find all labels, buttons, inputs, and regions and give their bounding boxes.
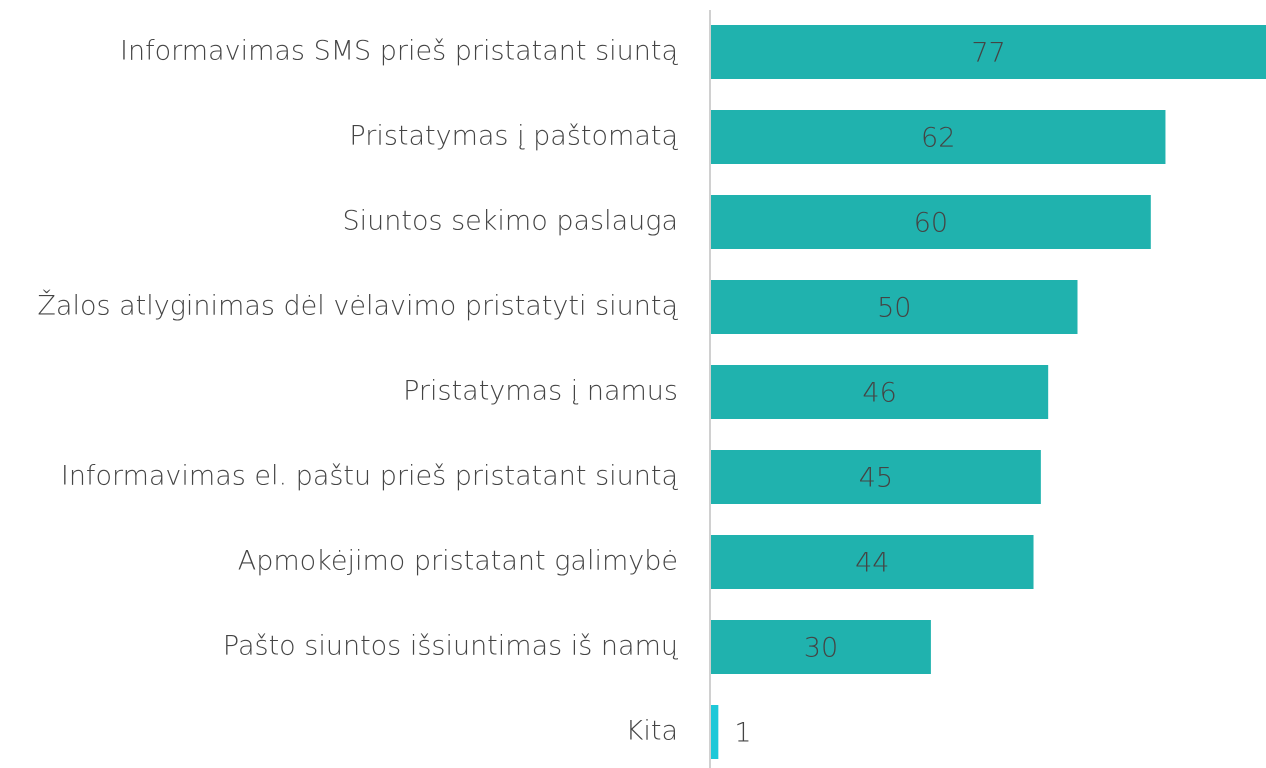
value-label: 30 — [804, 633, 838, 664]
bar — [711, 365, 1049, 419]
bar — [711, 280, 1078, 334]
value-label: 1 — [734, 718, 751, 749]
bar — [711, 110, 1166, 164]
category-label: Pristatymas į namus — [403, 376, 678, 407]
category-label: Siuntos sekimo paslauga — [343, 206, 679, 237]
value-label: 62 — [921, 123, 955, 154]
bar — [711, 620, 931, 674]
category-label: Informavimas SMS prieš pristatant siuntą — [120, 36, 678, 67]
category-label: Kita — [626, 716, 678, 747]
category-label: Apmokėjimo pristatant galimybė — [238, 546, 678, 577]
value-label: 50 — [877, 293, 911, 324]
bar — [711, 535, 1034, 589]
category-label: Informavimas el. paštu prieš pristatant … — [61, 461, 679, 492]
bar — [711, 25, 1266, 79]
value-label: 45 — [859, 463, 893, 494]
bar — [711, 195, 1151, 249]
category-label: Žalos atlyginimas dėl vėlavimo pristatyt… — [37, 290, 678, 322]
bar — [711, 450, 1041, 504]
category-label: Pristatymas į paštomatą — [349, 121, 678, 152]
value-label: 46 — [862, 378, 896, 409]
value-label: 60 — [914, 208, 948, 239]
category-label: Pašto siuntos išsiuntimas iš namų — [223, 631, 679, 662]
value-label: 44 — [855, 548, 889, 579]
value-label: 77 — [971, 38, 1005, 69]
bar — [711, 705, 719, 759]
